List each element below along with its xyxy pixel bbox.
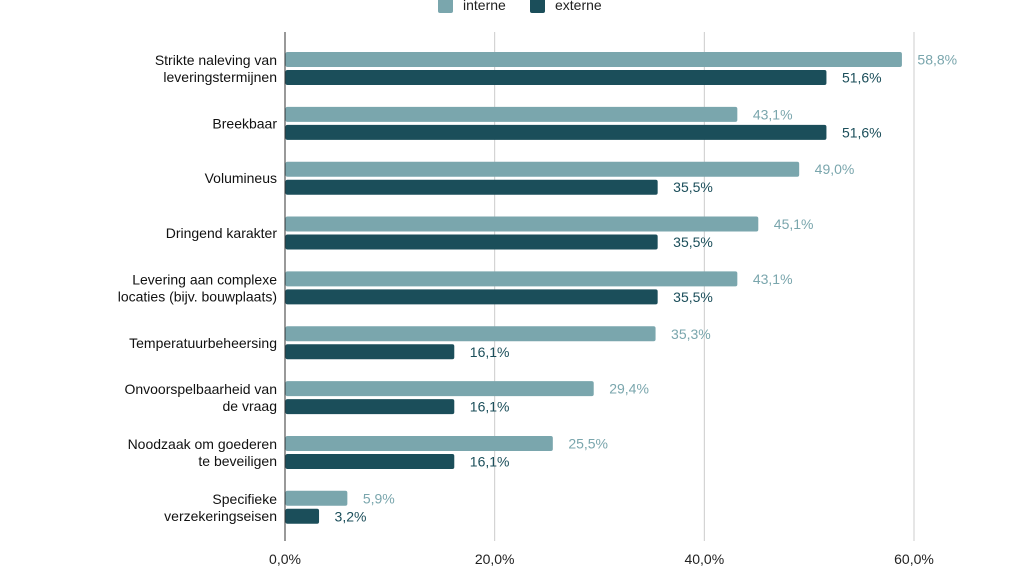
bar-interne <box>285 271 738 287</box>
category-label: Temperatuurbeheersing <box>129 335 277 351</box>
category-label: Levering aan complexe <box>132 271 277 287</box>
legend-label-interne: interne <box>463 0 506 13</box>
legend-label-externe: externe <box>555 0 602 13</box>
bar-externe <box>285 124 827 140</box>
category-label: locaties (bijv. bouwplaats) <box>118 288 277 304</box>
category-label: Onvoorspelbaarheid van <box>124 381 277 397</box>
x-tick-label: 20,0% <box>475 551 515 567</box>
value-label-externe: 35,5% <box>673 289 713 305</box>
x-tick-label: 0,0% <box>269 551 301 567</box>
value-label-externe: 51,6% <box>842 70 882 86</box>
value-label-externe: 16,1% <box>470 399 510 415</box>
bar-interne <box>285 326 656 342</box>
bar-externe <box>285 399 455 415</box>
value-label-interne: 35,3% <box>671 326 711 342</box>
value-label-externe: 16,1% <box>470 453 510 469</box>
value-label-interne: 49,0% <box>815 161 855 177</box>
bar-externe <box>285 179 658 195</box>
bar-interne <box>285 381 594 397</box>
category-label: te beveiligen <box>198 453 277 469</box>
value-label-interne: 29,4% <box>609 381 649 397</box>
bar-externe <box>285 234 658 250</box>
bar-externe <box>285 70 827 85</box>
value-label-externe: 51,6% <box>842 124 882 140</box>
legend-item-externe: externe <box>530 0 602 13</box>
value-label-interne: 25,5% <box>568 435 608 451</box>
category-label: Breekbaar <box>212 115 277 131</box>
value-label-externe: 35,5% <box>673 234 713 250</box>
legend-swatch-interne <box>438 0 453 13</box>
category-label: Strikte naleving van <box>155 52 277 68</box>
category-label: leveringstermijnen <box>163 69 277 85</box>
category-label: Volumineus <box>205 170 277 186</box>
value-label-interne: 58,8% <box>917 52 957 68</box>
value-label-interne: 43,1% <box>753 106 793 122</box>
value-label-interne: 43,1% <box>753 271 793 287</box>
value-label-externe: 35,5% <box>673 179 713 195</box>
bar-interne <box>285 106 738 122</box>
x-tick-label: 60,0% <box>894 551 934 567</box>
bar-interne <box>285 216 759 232</box>
legend: interne externe <box>0 0 1015 17</box>
bar-externe <box>285 508 320 524</box>
value-label-externe: 3,2% <box>335 508 367 524</box>
bar-interne <box>285 490 348 506</box>
bar-externe <box>285 453 455 469</box>
category-label: de vraag <box>223 398 277 414</box>
value-label-interne: 45,1% <box>774 216 814 232</box>
value-label-externe: 16,1% <box>470 344 510 360</box>
bar-interne <box>285 52 902 67</box>
category-label: Noodzaak om goederen <box>128 436 277 452</box>
value-label-interne: 5,9% <box>363 490 395 506</box>
bar-interne <box>285 161 800 177</box>
category-label: Specifieke <box>212 491 277 507</box>
bar-externe <box>285 344 455 360</box>
category-label: verzekeringseisen <box>164 508 277 524</box>
legend-item-interne: interne <box>438 0 506 13</box>
category-label: Dringend karakter <box>166 225 278 241</box>
bar-externe <box>285 289 658 305</box>
x-tick-label: 40,0% <box>684 551 724 567</box>
legend-swatch-externe <box>530 0 545 13</box>
bar-interne <box>285 435 553 451</box>
